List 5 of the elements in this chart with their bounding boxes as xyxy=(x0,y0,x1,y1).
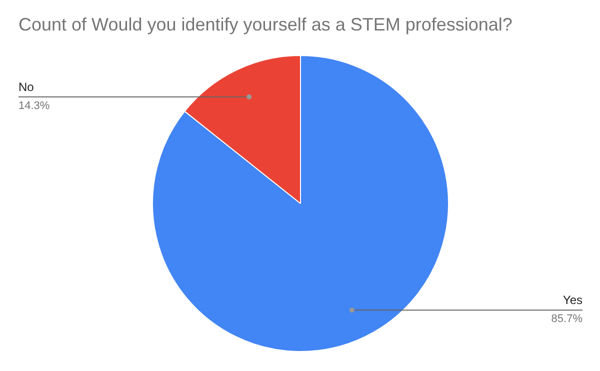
slice-label: Yes xyxy=(562,293,582,308)
slice-label: No xyxy=(18,80,34,94)
data-label: 85.7% xyxy=(551,313,583,326)
chart-title: Count of Would you identify yourself as a STEM professional? xyxy=(18,14,512,34)
data-label: 14.3% xyxy=(18,100,50,112)
